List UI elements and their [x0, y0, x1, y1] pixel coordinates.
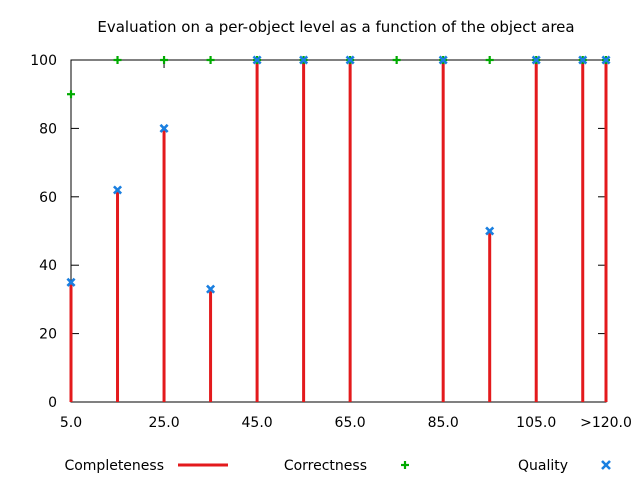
quality-point: [66, 277, 76, 287]
y-tick-label: 100: [30, 53, 57, 69]
plot-frame: [70, 59, 607, 403]
legend-label-completeness: Completeness: [64, 458, 164, 474]
quality-point-b: [252, 55, 262, 65]
legend-swatch-quality-b: [601, 460, 611, 470]
quality-point-b: [159, 123, 169, 133]
y-tick-label: 0: [48, 395, 57, 411]
quality-point: [113, 185, 123, 195]
quality-point: [438, 55, 448, 65]
quality-point-b: [601, 55, 611, 65]
quality-point-b: [438, 55, 448, 65]
x-tick-label: 105.0: [516, 415, 556, 431]
quality-point: [299, 55, 309, 65]
quality-point-b: [345, 55, 355, 65]
legend-label-correctness: Correctness: [284, 458, 367, 474]
axes-layer: 0 20 40 60 80 100 5.0 25.0 45.0 65.0 85.0 105.0 >120…: [30, 53, 632, 431]
quality-point-b: [531, 55, 541, 65]
quality-point: [578, 55, 588, 65]
correctness-point: [160, 56, 169, 64]
y-tick-label: 20: [39, 327, 57, 343]
quality-point: [252, 55, 262, 65]
quality-point: [206, 284, 216, 294]
correctness-point: [67, 90, 75, 99]
x-tick-label: 65.0: [335, 415, 366, 431]
legend-label-quality: Quality: [518, 458, 568, 474]
y-tick-label: 80: [39, 121, 57, 137]
quality-point: [159, 123, 169, 133]
x-tick-label: 25.0: [148, 415, 179, 431]
x-tick-label: 45.0: [242, 415, 273, 431]
quality-point: [531, 55, 541, 65]
quality-point-b: [206, 284, 216, 294]
x-tick-label: >120.0: [580, 415, 632, 431]
y-tick-label: 60: [39, 190, 57, 206]
quality-point-b: [299, 55, 309, 65]
quality-point-b: [578, 55, 588, 65]
x-tick-label: 5.0: [60, 415, 82, 431]
chart-title: Evaluation on a per-object level as a fu…: [97, 18, 574, 36]
quality-point: [601, 55, 611, 65]
quality-point: [485, 226, 495, 236]
correctness-point: [113, 56, 122, 64]
correctness-point: [485, 56, 494, 64]
correctness-point: [392, 56, 401, 64]
quality-point-b: [113, 185, 123, 195]
quality-point-b: [485, 226, 495, 236]
x-tick-label: 85.0: [428, 415, 459, 431]
y-tick-label: 40: [39, 258, 57, 274]
quality-point: [345, 55, 355, 65]
correctness-point: [206, 56, 215, 64]
marks-layer: [66, 55, 611, 402]
legend: Completeness Correctness Quality: [64, 458, 611, 474]
quality-point-b: [66, 277, 76, 287]
